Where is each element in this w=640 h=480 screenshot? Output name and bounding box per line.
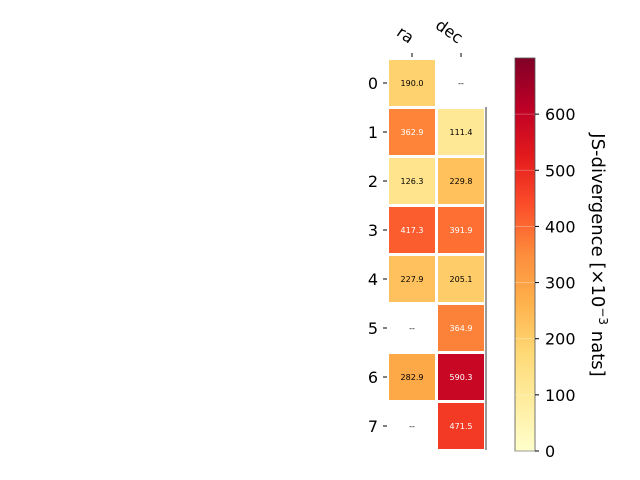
heatmap-cell — [389, 60, 435, 106]
column-label: ra — [393, 22, 417, 47]
column-labels: ra dec — [393, 15, 467, 57]
colorbar-tick-label: 400 — [545, 217, 576, 236]
heatmap-cell — [438, 305, 484, 351]
cell-value-label: 229.8 — [450, 177, 473, 186]
heatmap-cell — [438, 256, 484, 302]
row-label: 4 — [368, 270, 378, 289]
column-label: dec — [432, 15, 466, 47]
cell-value-label: 364.9 — [450, 324, 473, 333]
heatmap-cell — [389, 207, 435, 253]
missing-cell-label: -- — [458, 79, 464, 88]
cell-value-label: 417.3 — [401, 226, 424, 235]
cell-value-label: 282.9 — [401, 373, 424, 382]
missing-cell-label: -- — [409, 324, 415, 333]
heatmap-cell — [389, 158, 435, 204]
row-labels: 0 1 2 3 4 5 6 7 — [368, 74, 387, 436]
row-label: 0 — [368, 74, 378, 93]
colorbar-tick-label: 300 — [545, 274, 576, 293]
heatmap-cell — [438, 207, 484, 253]
colorbar-label: JS-divergence [×10−3 nats] — [587, 132, 610, 376]
cell-value-label: 227.9 — [401, 275, 424, 284]
cell-value-label: 590.3 — [450, 373, 473, 382]
cell-value-label: 205.1 — [450, 275, 473, 284]
row-label: 2 — [368, 172, 378, 191]
missing-cell-label: -- — [409, 422, 415, 431]
colorbar-tick-label: 0 — [545, 442, 555, 461]
colorbar: 0 100 200 300 400 500 600 JS-divergence [×10−3 … — [514, 57, 610, 461]
cell-value-label: 362.9 — [401, 128, 424, 137]
row-label: 1 — [368, 123, 378, 142]
cell-value-label: 391.9 — [450, 226, 473, 235]
heatmap-cell — [389, 256, 435, 302]
heatmap-cells: 190.0 -- 362.9 111.4 126.3 229.8 417.3 391.9 227… — [389, 60, 487, 450]
cell-value-label: 111.4 — [450, 128, 473, 137]
cell-value-label: 190.0 — [401, 79, 424, 88]
row-label: 7 — [368, 417, 378, 436]
heatmap-cell — [389, 354, 435, 400]
colorbar-gradient — [514, 57, 536, 452]
colorbar-tick-label: 100 — [545, 386, 576, 405]
heatmap-cell — [438, 403, 484, 449]
row-label: 5 — [368, 319, 378, 338]
colorbar-tick-label: 200 — [545, 330, 576, 349]
heatmap-cell — [438, 158, 484, 204]
colorbar-tick-label: 500 — [545, 161, 576, 180]
heatmap-cell — [438, 354, 484, 400]
cell-value-label: 126.3 — [401, 177, 424, 186]
heatmap-cell — [438, 109, 484, 155]
row-label: 6 — [368, 368, 378, 387]
cell-value-label: 471.5 — [450, 422, 473, 431]
row-label: 3 — [368, 221, 378, 240]
colorbar-tick-label: 600 — [545, 105, 576, 124]
heatmap-cell — [389, 109, 435, 155]
